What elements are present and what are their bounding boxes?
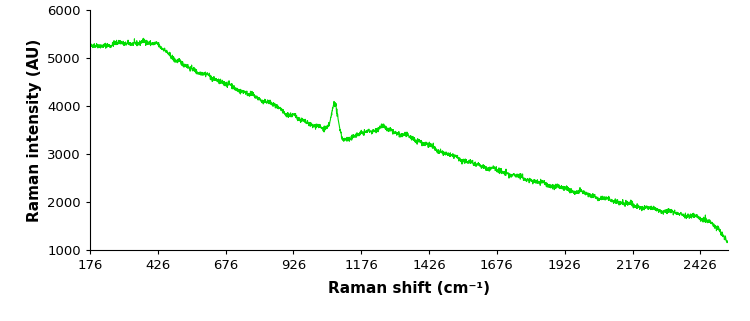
X-axis label: Raman shift (cm⁻¹): Raman shift (cm⁻¹)	[328, 281, 490, 296]
Y-axis label: Raman intensity (AU): Raman intensity (AU)	[27, 39, 42, 221]
